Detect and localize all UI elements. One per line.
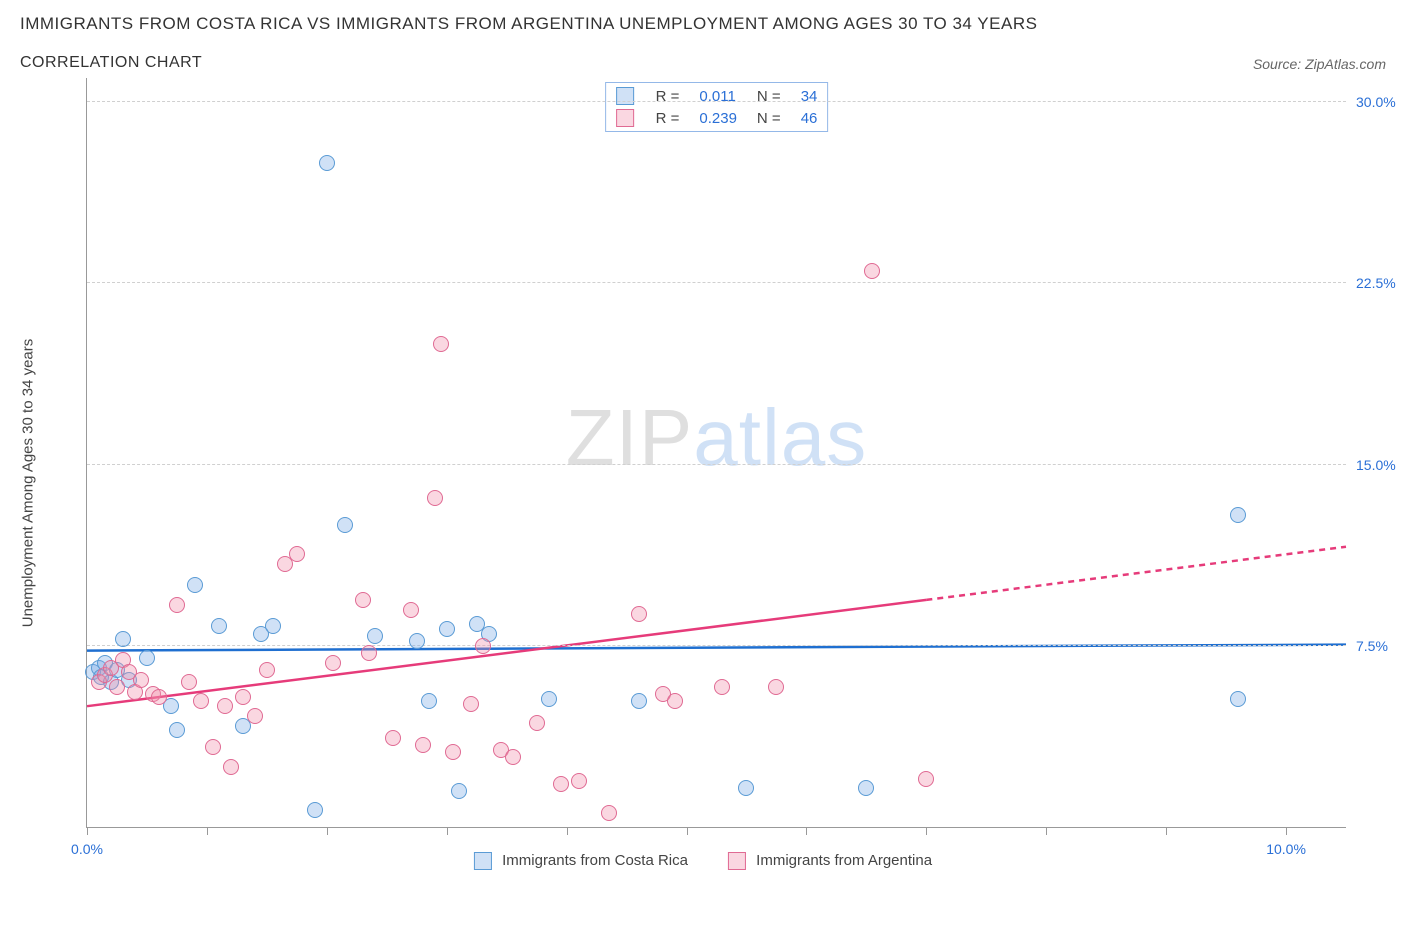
data-point [571, 773, 587, 789]
data-point [864, 263, 880, 279]
gridline [87, 464, 1346, 465]
data-point [714, 679, 730, 695]
data-point [445, 744, 461, 760]
x-tick [567, 827, 568, 835]
chart-subtitle: CORRELATION CHART [20, 54, 202, 72]
data-point [133, 672, 149, 688]
data-point [115, 631, 131, 647]
data-point [439, 621, 455, 637]
data-point [529, 715, 545, 731]
y-tick-label: 7.5% [1348, 638, 1388, 654]
data-point [918, 771, 934, 787]
data-point [223, 759, 239, 775]
gridline [87, 282, 1346, 283]
chart-title: IMMIGRANTS FROM COSTA RICA VS IMMIGRANTS… [20, 14, 1386, 34]
gridline [87, 645, 1346, 646]
x-tick [687, 827, 688, 835]
x-tick [327, 827, 328, 835]
data-point [259, 662, 275, 678]
data-point [768, 679, 784, 695]
data-point [403, 602, 419, 618]
data-point [109, 679, 125, 695]
data-point [181, 674, 197, 690]
x-tick-label: 0.0% [71, 841, 103, 857]
subtitle-row: CORRELATION CHART Source: ZipAtlas.com [20, 54, 1386, 72]
data-point [667, 693, 683, 709]
data-point [169, 722, 185, 738]
y-tick-label: 30.0% [1348, 94, 1396, 110]
data-point [631, 606, 647, 622]
data-point [367, 628, 383, 644]
data-point [307, 802, 323, 818]
data-point [1230, 691, 1246, 707]
data-point [235, 689, 251, 705]
data-point [601, 805, 617, 821]
legend-item-costa-rica: Immigrants from Costa Rica [474, 852, 688, 870]
plot-area: ZIPatlas R = 0.011 N = 34 R = 0.239 N = … [86, 78, 1346, 828]
data-point [187, 577, 203, 593]
swatch-argentina [728, 852, 746, 870]
data-point [319, 155, 335, 171]
data-point [1230, 507, 1246, 523]
data-point [139, 650, 155, 666]
data-point [289, 546, 305, 562]
data-point [409, 633, 425, 649]
data-point [415, 737, 431, 753]
y-tick-label: 22.5% [1348, 275, 1396, 291]
y-tick-label: 15.0% [1348, 457, 1396, 473]
data-point [193, 693, 209, 709]
data-point [205, 739, 221, 755]
data-point [217, 698, 233, 714]
data-point [858, 780, 874, 796]
data-point [505, 749, 521, 765]
y-axis-label: Unemployment Among Ages 30 to 34 years [20, 339, 37, 628]
swatch-costa-rica [474, 852, 492, 870]
data-point [631, 693, 647, 709]
data-point [427, 490, 443, 506]
data-point [738, 780, 754, 796]
x-tick [87, 827, 88, 835]
x-tick [1166, 827, 1167, 835]
x-tick [447, 827, 448, 835]
x-tick [1046, 827, 1047, 835]
data-point [541, 691, 557, 707]
source-label: Source: ZipAtlas.com [1253, 56, 1386, 72]
data-point [355, 592, 371, 608]
data-point [433, 336, 449, 352]
data-point [265, 618, 281, 634]
data-point [463, 696, 479, 712]
x-tick [207, 827, 208, 835]
x-tick [926, 827, 927, 835]
data-point [151, 689, 167, 705]
data-point [247, 708, 263, 724]
data-point [451, 783, 467, 799]
chart-container: Unemployment Among Ages 30 to 34 years Z… [20, 78, 1386, 888]
x-tick-label: 10.0% [1266, 841, 1306, 857]
data-point [337, 517, 353, 533]
data-point [361, 645, 377, 661]
data-point [169, 597, 185, 613]
data-point [553, 776, 569, 792]
series-legend: Immigrants from Costa Rica Immigrants fr… [474, 852, 932, 870]
data-point [385, 730, 401, 746]
legend-item-argentina: Immigrants from Argentina [728, 852, 932, 870]
x-tick [1286, 827, 1287, 835]
legend-label-costa-rica: Immigrants from Costa Rica [502, 852, 688, 869]
regression-lines [87, 78, 1346, 827]
data-point [421, 693, 437, 709]
gridline [87, 101, 1346, 102]
data-point [325, 655, 341, 671]
x-tick [806, 827, 807, 835]
data-point [211, 618, 227, 634]
data-point [475, 638, 491, 654]
legend-label-argentina: Immigrants from Argentina [756, 852, 932, 869]
